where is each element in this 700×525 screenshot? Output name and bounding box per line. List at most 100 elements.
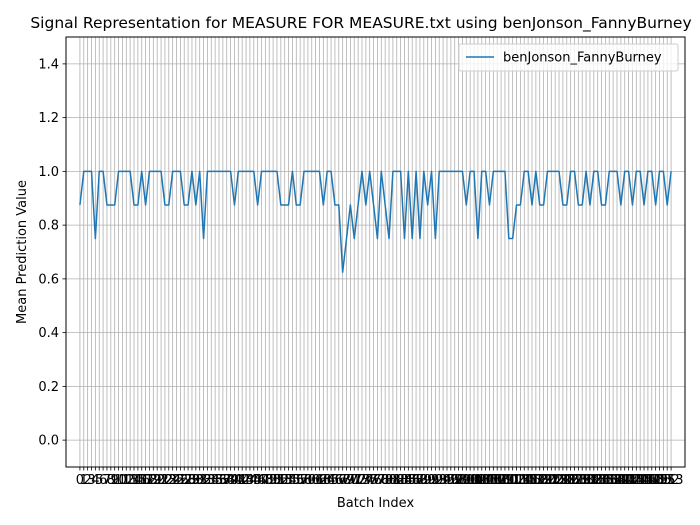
x-tick-label: 68: [334, 473, 351, 488]
x-tick-label: 13: [122, 473, 139, 488]
x-tick-label: 143: [620, 473, 645, 488]
y-ticks: 0.0 0.2 0.4 0.6 0.8 1.0 1.2 1.4: [38, 57, 66, 449]
x-tick-label: 64: [319, 473, 336, 488]
x-tick-label: 55: [284, 473, 301, 488]
x-tick-label: 41: [230, 473, 247, 488]
x-tick-label: 126: [554, 473, 579, 488]
x-tick-label: 141: [612, 473, 637, 488]
x-tick-label: 35: [207, 473, 224, 488]
y-tick-label: 1.2: [38, 111, 59, 126]
x-tick-label: 128: [562, 473, 587, 488]
x-tick-label: 16: [133, 473, 150, 488]
x-tick-label: 145: [628, 473, 653, 488]
x-tick-label: 61: [307, 473, 324, 488]
x-ticks: 0123456789101112131415161718192021222324…: [76, 467, 684, 488]
x-tick-label: 76: [365, 473, 382, 488]
x-tick-label: 115: [512, 473, 537, 488]
x-tick-label: 60: [303, 473, 320, 488]
x-tick-label: 36: [211, 473, 228, 488]
legend-box: [458, 43, 679, 72]
x-gridlines: [79, 37, 672, 467]
x-tick-label: 72: [350, 473, 367, 488]
x-tick-label: 71: [346, 473, 363, 488]
x-tick-label: 102: [462, 473, 487, 488]
x-tick-label: 138: [601, 473, 626, 488]
x-tick-label: 151: [651, 473, 676, 488]
x-tick-label: 110: [493, 473, 518, 488]
x-tick-label: 48: [257, 473, 274, 488]
y-tick-label: 1.0: [38, 165, 59, 180]
x-tick-label: 89: [416, 473, 433, 488]
x-tick-label: 105: [473, 473, 498, 488]
x-tick-label: 99: [454, 473, 471, 488]
x-tick-label: 70: [342, 473, 359, 488]
x-tick-label: 14: [126, 473, 143, 488]
x-tick-label: 66: [327, 473, 344, 488]
x-tick-label: 94: [435, 473, 452, 488]
x-tick-label: 74: [358, 473, 375, 488]
x-tick-label: 150: [647, 473, 672, 488]
y-axis-label: Mean Prediction Value: [15, 180, 30, 324]
x-tick-label: 97: [446, 473, 463, 488]
x-tick-label: 19: [145, 473, 162, 488]
x-tick-label: 45: [246, 473, 263, 488]
x-tick-label: 103: [465, 473, 490, 488]
x-tick-label: 134: [585, 473, 610, 488]
x-tick-label: 77: [369, 473, 386, 488]
x-tick-label: 87: [408, 473, 425, 488]
x-tick-label: 9: [111, 473, 119, 488]
chart-title: Signal Representation for MEASURE FOR ME…: [30, 14, 691, 33]
x-tick-label: 73: [354, 473, 371, 488]
x-tick-label: 22: [157, 473, 174, 488]
x-tick-label: 54: [280, 473, 297, 488]
x-tick-label: 67: [331, 473, 348, 488]
x-tick-label: 18: [141, 473, 158, 488]
x-tick-label: 7: [103, 473, 111, 488]
x-tick-label: 56: [288, 473, 305, 488]
x-tick-label: 24: [164, 473, 181, 488]
x-tick-label: 63: [315, 473, 332, 488]
x-tick-label: 21: [153, 473, 170, 488]
x-tick-label: 122: [539, 473, 564, 488]
x-tick-label: 84: [396, 473, 413, 488]
x-tick-label: 147: [635, 473, 660, 488]
x-tick-label: 95: [439, 473, 456, 488]
x-tick-label: 20: [149, 473, 166, 488]
x-tick-label: 111: [496, 473, 521, 488]
x-tick-label: 3: [87, 473, 95, 488]
x-tick-label: 129: [566, 473, 591, 488]
x-tick-label: 131: [574, 473, 599, 488]
x-tick-label: 27: [176, 473, 193, 488]
x-tick-label: 130: [570, 473, 595, 488]
x-tick-label: 81: [385, 473, 402, 488]
x-tick-label: 124: [547, 473, 572, 488]
x-tick-label: 91: [423, 473, 440, 488]
y-tick-label: 0.8: [38, 219, 59, 234]
x-tick-label: 31: [191, 473, 208, 488]
x-tick-label: 69: [338, 473, 355, 488]
x-tick-label: 75: [361, 473, 378, 488]
x-tick-label: 5: [95, 473, 103, 488]
x-tick-label: 146: [632, 473, 657, 488]
x-tick-label: 121: [535, 473, 560, 488]
x-tick-label: 46: [249, 473, 266, 488]
x-tick-label: 34: [203, 473, 220, 488]
x-tick-label: 90: [419, 473, 436, 488]
x-tick-label: 58: [296, 473, 313, 488]
x-tick-label: 44: [242, 473, 259, 488]
x-tick-label: 30: [188, 473, 205, 488]
x-tick-label: 153: [659, 473, 684, 488]
x-tick-label: 33: [199, 473, 216, 488]
x-tick-label: 135: [589, 473, 614, 488]
x-tick-label: 108: [485, 473, 510, 488]
x-tick-label: 83: [392, 473, 409, 488]
x-tick-label: 42: [234, 473, 251, 488]
x-tick-label: 123: [543, 473, 568, 488]
y-tick-label: 1.4: [38, 57, 59, 72]
x-tick-label: 39: [222, 473, 239, 488]
x-tick-label: 82: [388, 473, 405, 488]
x-tick-label: 112: [500, 473, 525, 488]
y-tick-label: 0.0: [38, 434, 59, 449]
x-tick-label: 37: [215, 473, 232, 488]
x-tick-label: 137: [597, 473, 622, 488]
